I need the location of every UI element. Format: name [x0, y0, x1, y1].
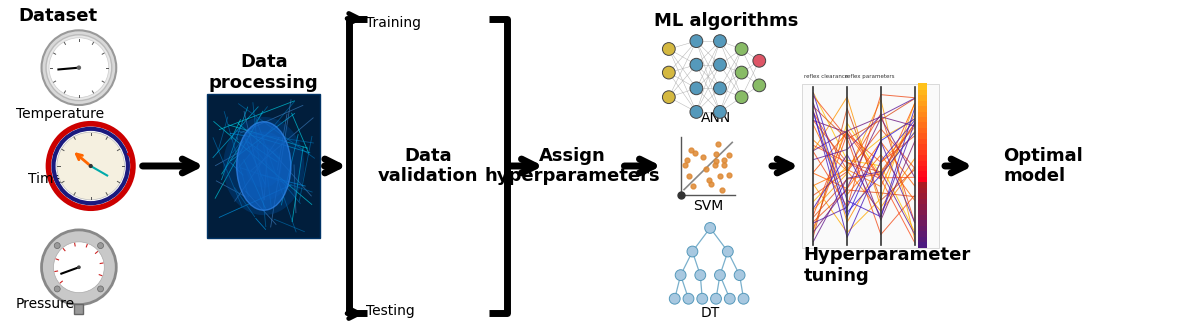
Circle shape [736, 91, 748, 104]
Circle shape [54, 242, 104, 293]
Ellipse shape [223, 117, 305, 215]
FancyBboxPatch shape [918, 192, 928, 199]
Circle shape [734, 270, 745, 281]
Circle shape [56, 132, 125, 200]
Text: Time: Time [28, 172, 61, 186]
Text: Optimal
model: Optimal model [1003, 147, 1082, 185]
Circle shape [54, 286, 60, 292]
Text: DT: DT [701, 307, 720, 320]
Circle shape [49, 38, 109, 98]
FancyBboxPatch shape [918, 116, 928, 122]
Circle shape [42, 230, 116, 305]
FancyBboxPatch shape [918, 214, 928, 220]
FancyBboxPatch shape [918, 154, 928, 161]
Circle shape [736, 43, 748, 55]
Text: reflex clearance: reflex clearance [804, 74, 847, 79]
FancyBboxPatch shape [206, 94, 319, 238]
Circle shape [690, 58, 703, 71]
Circle shape [714, 270, 725, 281]
FancyBboxPatch shape [918, 160, 928, 166]
Circle shape [690, 106, 703, 118]
FancyBboxPatch shape [918, 198, 928, 204]
Text: Data
processing: Data processing [209, 53, 319, 92]
FancyBboxPatch shape [918, 236, 928, 242]
Circle shape [725, 293, 736, 304]
Circle shape [738, 293, 749, 304]
FancyBboxPatch shape [918, 241, 928, 248]
Circle shape [714, 35, 726, 48]
Text: Training: Training [366, 17, 421, 30]
FancyBboxPatch shape [918, 127, 928, 133]
FancyBboxPatch shape [918, 209, 928, 215]
Text: Pressure: Pressure [16, 297, 76, 310]
Text: Testing: Testing [366, 304, 415, 317]
Text: Data
validation: Data validation [378, 147, 478, 185]
Circle shape [714, 82, 726, 95]
Text: Temperature: Temperature [16, 107, 104, 121]
FancyBboxPatch shape [918, 138, 928, 144]
FancyBboxPatch shape [918, 187, 928, 193]
Circle shape [714, 106, 726, 118]
Ellipse shape [236, 122, 290, 210]
Circle shape [676, 270, 686, 281]
Circle shape [662, 43, 676, 55]
Circle shape [77, 66, 82, 70]
Circle shape [662, 91, 676, 104]
FancyBboxPatch shape [918, 143, 928, 150]
FancyBboxPatch shape [918, 170, 928, 177]
Circle shape [662, 66, 676, 79]
Text: Dataset: Dataset [18, 7, 97, 24]
Circle shape [97, 243, 103, 249]
Circle shape [683, 293, 694, 304]
Circle shape [722, 246, 733, 257]
Circle shape [89, 164, 92, 168]
FancyBboxPatch shape [918, 176, 928, 182]
Circle shape [752, 54, 766, 67]
FancyBboxPatch shape [918, 203, 928, 210]
Text: ML algorithms: ML algorithms [654, 13, 798, 30]
Text: reflex parameters: reflex parameters [845, 74, 894, 79]
Circle shape [46, 35, 112, 101]
Ellipse shape [235, 132, 292, 200]
Text: Assign
hyperparameters: Assign hyperparameters [485, 147, 660, 185]
FancyBboxPatch shape [918, 100, 928, 106]
Circle shape [42, 30, 116, 105]
FancyBboxPatch shape [918, 83, 928, 90]
FancyBboxPatch shape [918, 181, 928, 188]
Text: Hyperparameter
tuning: Hyperparameter tuning [804, 246, 971, 285]
Circle shape [690, 82, 703, 95]
Circle shape [688, 246, 698, 257]
FancyBboxPatch shape [918, 149, 928, 155]
Ellipse shape [246, 144, 282, 188]
FancyBboxPatch shape [918, 219, 928, 226]
Circle shape [670, 293, 680, 304]
FancyBboxPatch shape [918, 132, 928, 139]
Circle shape [77, 265, 80, 269]
Circle shape [710, 293, 721, 304]
Circle shape [690, 35, 703, 48]
FancyBboxPatch shape [918, 89, 928, 95]
FancyBboxPatch shape [802, 84, 940, 248]
FancyBboxPatch shape [74, 304, 83, 314]
Circle shape [695, 270, 706, 281]
FancyBboxPatch shape [918, 225, 928, 231]
Circle shape [736, 66, 748, 79]
FancyBboxPatch shape [918, 94, 928, 101]
FancyBboxPatch shape [918, 105, 928, 112]
Circle shape [697, 293, 708, 304]
Circle shape [714, 58, 726, 71]
FancyBboxPatch shape [918, 230, 928, 237]
FancyBboxPatch shape [918, 111, 928, 117]
Circle shape [752, 79, 766, 92]
Circle shape [97, 286, 103, 292]
Text: SVM: SVM [694, 199, 724, 213]
Circle shape [54, 243, 60, 249]
FancyBboxPatch shape [918, 165, 928, 171]
Text: ANN: ANN [701, 111, 731, 125]
Circle shape [704, 222, 715, 233]
FancyBboxPatch shape [918, 121, 928, 128]
